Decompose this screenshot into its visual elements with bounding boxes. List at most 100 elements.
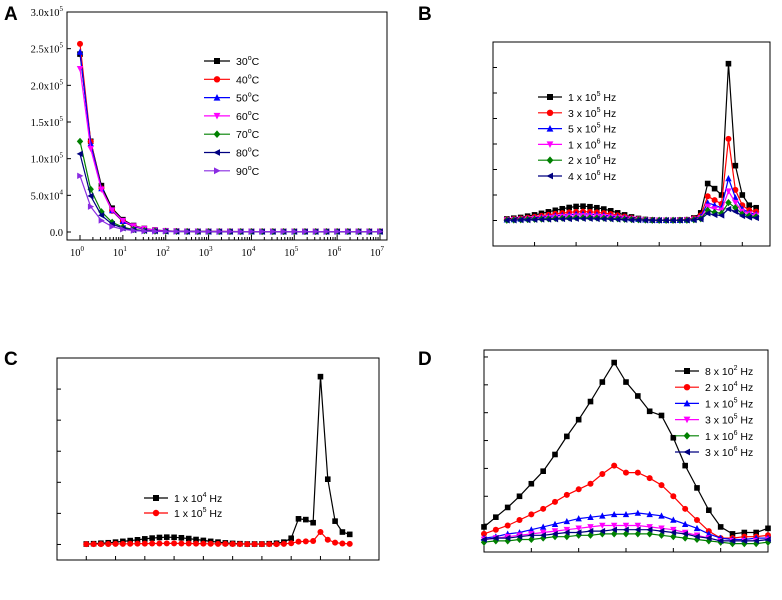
y-tick-exponent: 5 xyxy=(60,152,64,160)
x-tick-label: 107 xyxy=(370,245,385,259)
legend-exponent: 5 xyxy=(734,414,738,421)
data-point xyxy=(634,522,642,529)
legend-unit: Hz xyxy=(207,508,223,520)
legend-label: 80oC xyxy=(236,147,260,160)
data-point xyxy=(732,186,739,193)
legend-label: 70oC xyxy=(236,128,260,141)
legend-unit: Hz xyxy=(738,431,754,443)
data-point xyxy=(248,228,255,235)
data-point xyxy=(658,527,665,535)
y-tick-exponent: 4 xyxy=(60,188,64,196)
legend-unit: C xyxy=(252,166,260,178)
data-point xyxy=(741,540,748,548)
data-point xyxy=(669,217,676,224)
legend-label: 5 x 105 Hz xyxy=(568,123,616,136)
legend-label: 8 x 102 Hz xyxy=(705,365,753,378)
data-point xyxy=(200,540,207,547)
panel-label-c: C xyxy=(4,349,18,370)
data-point xyxy=(725,199,732,207)
legend-marker xyxy=(152,509,160,517)
legend-value: 4 x 10 xyxy=(568,171,597,183)
data-point xyxy=(725,175,732,182)
y-tick-mantissa: 2.0x10 xyxy=(31,81,60,92)
data-point xyxy=(704,206,711,214)
legend-marker xyxy=(213,130,221,138)
data-point xyxy=(178,540,185,547)
legend-label: 30oC xyxy=(236,55,260,68)
data-point xyxy=(77,40,83,47)
data-point xyxy=(641,217,649,224)
data-point xyxy=(510,217,517,224)
data-point xyxy=(76,48,84,55)
data-point xyxy=(658,512,665,519)
data-point xyxy=(539,532,546,539)
series-line xyxy=(506,176,757,221)
data-point xyxy=(635,216,642,224)
legend-exponent: 6 xyxy=(734,446,738,453)
data-point xyxy=(216,228,223,235)
degree-mark: o xyxy=(248,73,252,80)
data-point xyxy=(739,192,746,198)
data-point xyxy=(558,215,566,223)
degree-mark: o xyxy=(248,128,252,135)
data-point xyxy=(193,540,200,547)
data-point xyxy=(563,529,570,536)
legend-marker xyxy=(546,156,554,164)
data-point xyxy=(295,516,302,522)
x-tick-exponent: 7 xyxy=(381,245,385,253)
x-tick-exponent: 5 xyxy=(295,245,299,253)
data-point xyxy=(184,228,191,235)
data-point xyxy=(764,536,771,543)
data-point xyxy=(563,517,571,525)
x-tick-label: 101 xyxy=(113,245,128,259)
degree-mark: o xyxy=(248,92,252,99)
data-point xyxy=(676,217,683,224)
data-point xyxy=(76,65,84,73)
x-tick-label: 103 xyxy=(199,245,214,259)
data-point xyxy=(270,228,277,235)
data-point xyxy=(120,226,127,233)
data-point xyxy=(693,533,700,540)
x-tick-exponent: 6 xyxy=(338,245,342,253)
data-point xyxy=(575,525,582,532)
data-point xyxy=(98,186,105,193)
data-point xyxy=(572,215,579,222)
legend-marker xyxy=(683,416,691,424)
legend: 1 x 105 Hz3 x 105 Hz5 x 105 Hz1 x 106 Hz… xyxy=(538,91,616,183)
data-point xyxy=(711,197,718,204)
data-point xyxy=(528,535,535,544)
data-point xyxy=(552,207,559,214)
data-point xyxy=(634,509,642,516)
y-tick-label: 2.0x105 xyxy=(31,78,64,92)
data-point xyxy=(648,217,656,224)
degree-mark: o xyxy=(248,165,252,172)
y-tick-label: 0.0 xyxy=(50,228,63,239)
data-point xyxy=(317,373,324,380)
x-tick-label: 106 xyxy=(327,245,342,259)
data-point xyxy=(112,540,119,547)
data-point xyxy=(670,533,677,541)
data-point xyxy=(600,215,607,223)
y-tick-label: 2.5x105 xyxy=(31,42,64,56)
data-point xyxy=(87,145,94,153)
data-point xyxy=(621,216,628,223)
data-point xyxy=(259,228,266,235)
data-point xyxy=(741,529,748,536)
legend-unit: Hz xyxy=(738,366,754,378)
data-point xyxy=(236,541,243,548)
data-point xyxy=(302,228,309,235)
legend-marker xyxy=(683,399,691,407)
panel-c-chart: 1 x 104 Hz1 x 105 Hz xyxy=(56,357,380,561)
x-tick-base: 10 xyxy=(199,248,210,259)
data-point xyxy=(324,476,331,482)
x-tick-label: 105 xyxy=(284,245,299,259)
data-point xyxy=(622,510,630,518)
data-point xyxy=(149,535,155,541)
panel-b-chart: 1 x 105 Hz3 x 105 Hz5 x 105 Hz1 x 106 Hz… xyxy=(492,41,771,247)
y-tick-mantissa: 3.0x10 xyxy=(31,8,60,19)
data-point xyxy=(312,228,320,235)
data-point xyxy=(610,522,618,529)
legend-value: 80 xyxy=(236,148,248,160)
data-point xyxy=(717,537,724,545)
